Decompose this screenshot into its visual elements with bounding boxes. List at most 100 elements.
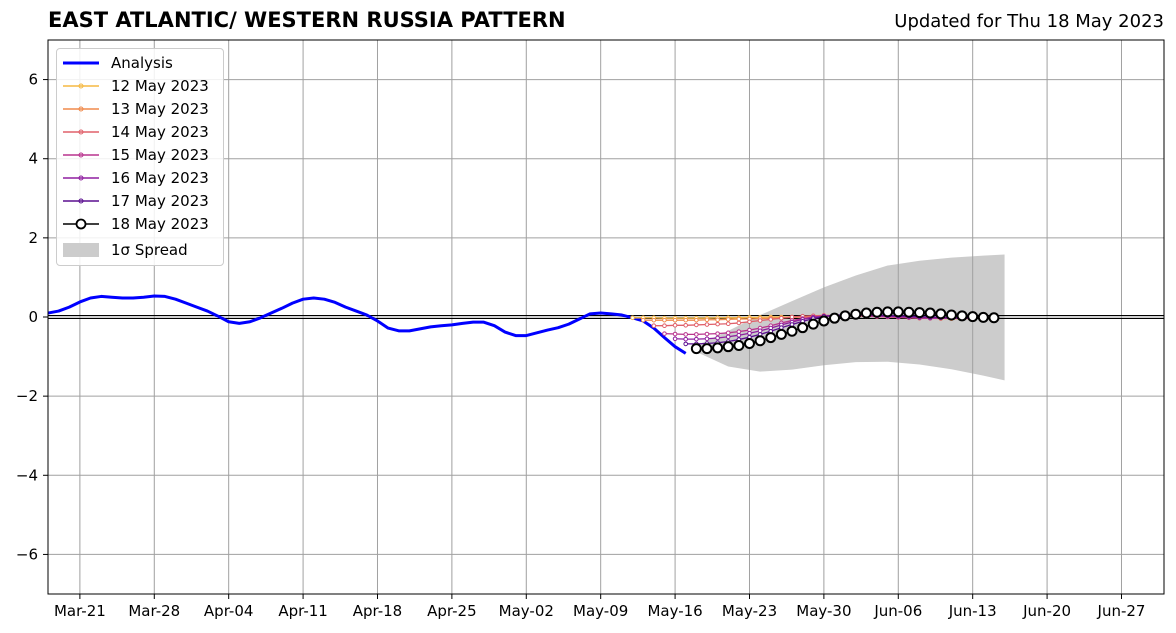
legend-label: 15 May 2023 (111, 146, 209, 164)
forecast-point (935, 308, 947, 320)
legend-label: 12 May 2023 (111, 77, 209, 95)
forecast-point (715, 335, 720, 341)
forecast-point (704, 331, 710, 337)
legend-swatch-spread (63, 240, 99, 260)
forecast-point (860, 307, 872, 319)
chart-title: EAST ATLANTIC/ WESTERN RUSSIA PATTERN (48, 8, 566, 32)
forecast-point (743, 338, 755, 350)
forecast-point (747, 330, 752, 336)
forecast-point (736, 316, 742, 322)
forecast-point (672, 317, 678, 323)
forecast-point (924, 307, 936, 319)
forecast-point (715, 331, 720, 336)
forecast-point (765, 332, 777, 344)
legend-item-forecast: 17 May 2023 (63, 191, 209, 211)
forecast-point (903, 306, 915, 318)
legend-label: 1σ Spread (111, 241, 188, 259)
legend-label: 14 May 2023 (111, 123, 209, 141)
forecast-point (779, 315, 784, 321)
forecast-point (683, 341, 689, 347)
forecast-point (725, 317, 731, 322)
legend-item-analysis: Analysis (63, 53, 173, 73)
forecast-point (736, 332, 742, 338)
forecast-point (956, 310, 968, 322)
x-tick-label: Mar-28 (128, 602, 180, 620)
forecast-point (672, 331, 678, 337)
forecast-point (683, 332, 689, 337)
forecast-point (945, 309, 957, 321)
legend-label: 17 May 2023 (111, 192, 209, 210)
forecast-point (694, 336, 699, 342)
legend-item-forecast: 12 May 2023 (63, 76, 209, 96)
forecast-point (757, 328, 763, 334)
y-tick-label: 2 (28, 229, 38, 247)
x-tick-label: Jun-20 (1022, 602, 1071, 620)
forecast-point (672, 336, 678, 342)
y-tick-label: 6 (28, 71, 38, 89)
legend-item-forecast: 16 May 2023 (63, 168, 209, 188)
legend-label: 18 May 2023 (111, 215, 209, 233)
legend-swatch (63, 145, 99, 165)
forecast-point (662, 317, 667, 323)
forecast-point (757, 318, 763, 323)
forecast-point (967, 311, 979, 323)
forecast-point (694, 322, 699, 328)
forecast-point (736, 320, 742, 326)
forecast-point (712, 342, 724, 354)
legend-label: 13 May 2023 (111, 100, 209, 118)
legend-swatch (63, 76, 99, 96)
updated-date: Updated for Thu 18 May 2023 (894, 11, 1164, 32)
forecast-point (871, 306, 883, 318)
forecast-point (725, 321, 731, 327)
forecast-point (651, 323, 657, 329)
forecast-point (789, 314, 795, 320)
forecast-point (882, 306, 894, 318)
x-tick-label: Jun-06 (873, 602, 922, 620)
legend-item-forecast: 13 May 2023 (63, 99, 209, 119)
legend-swatch-analysis (63, 53, 99, 73)
series-layer (47, 294, 1000, 355)
forecast-point (701, 343, 713, 355)
forecast-point (704, 317, 710, 323)
y-tick-label: 4 (28, 150, 38, 168)
x-tick-label: Mar-21 (54, 602, 106, 620)
legend-item-forecast: 14 May 2023 (63, 122, 209, 142)
forecast-point (694, 332, 699, 337)
forecast-point (988, 312, 1000, 324)
forecast-point (725, 334, 731, 340)
forecast-point (651, 317, 657, 323)
forecast-point (786, 325, 798, 337)
forecast-point (797, 322, 809, 334)
legend-swatch (63, 191, 99, 211)
forecast-point (736, 329, 742, 334)
y-tick-label: −2 (16, 387, 38, 405)
forecast-point (754, 335, 766, 347)
forecast-point (839, 310, 851, 322)
x-tick-label: Apr-11 (278, 602, 328, 620)
forecast-point (640, 317, 646, 323)
x-tick-label: Apr-18 (353, 602, 403, 620)
forecast-point (892, 306, 904, 318)
legend-swatch (63, 214, 99, 234)
x-tick-label: May-16 (647, 602, 702, 620)
legend-swatch (63, 168, 99, 188)
legend-swatch (63, 122, 99, 142)
forecast-point (733, 339, 745, 351)
y-tick-label: −4 (16, 466, 38, 484)
forecast-point (704, 336, 710, 342)
forecast-point (850, 308, 862, 320)
forecast-point (630, 315, 635, 321)
x-tick-label: May-09 (573, 602, 628, 620)
forecast-point (694, 317, 699, 323)
x-tick-label: May-30 (796, 602, 851, 620)
x-tick-label: Jun-27 (1097, 602, 1146, 620)
forecast-point (722, 341, 734, 353)
forecast-point (715, 321, 720, 327)
forecast-point (683, 323, 689, 328)
x-tick-label: Apr-04 (204, 602, 254, 620)
forecast-point (690, 343, 702, 355)
legend-item-forecast: 18 May 2023 (63, 214, 209, 234)
forecast-point (683, 317, 689, 323)
forecast-point (977, 311, 989, 323)
